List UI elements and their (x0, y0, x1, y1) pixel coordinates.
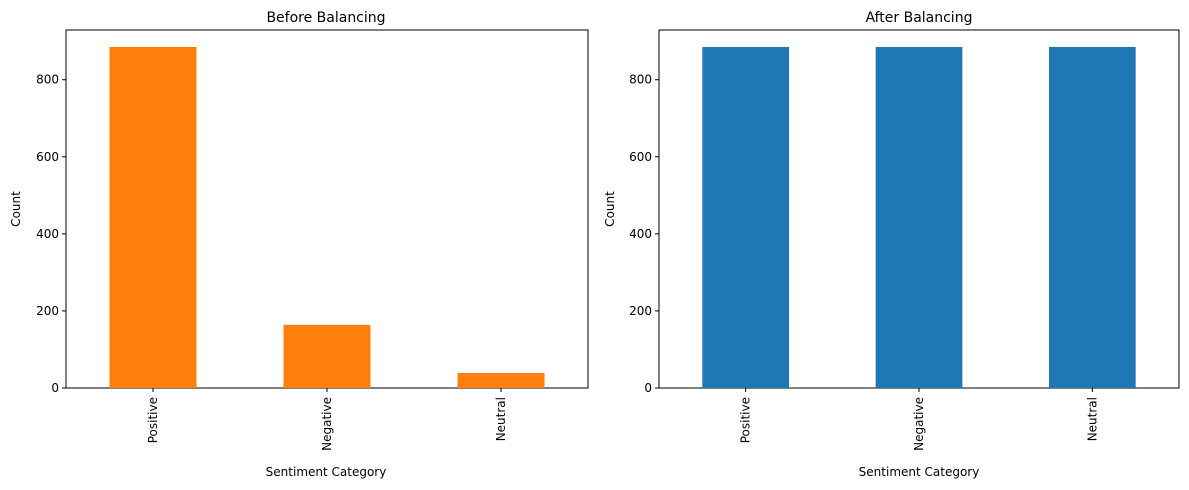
y-tick-label: 600 (629, 150, 652, 164)
x-tick-label: Negative (320, 397, 334, 451)
chart-after-balancing: After Balancing Count Sentiment Category… (603, 10, 1180, 479)
y-tick-label: 800 (629, 73, 652, 87)
y-tick-label: 600 (36, 150, 59, 164)
bar-neutral (457, 372, 545, 388)
x-ticks: Positive Negative Neutral (739, 388, 1099, 451)
bar-negative (283, 324, 371, 388)
y-tick-label: 400 (629, 227, 652, 241)
bar-marks (702, 46, 1136, 388)
chart-title: Before Balancing (266, 10, 385, 26)
y-ticks: 0 200 400 600 800 (36, 73, 66, 395)
y-tick-label: 0 (51, 381, 59, 395)
y-tick-label: 0 (644, 381, 652, 395)
x-tick-label: Neutral (494, 397, 508, 441)
y-tick-label: 800 (36, 73, 59, 87)
x-axis-label: Sentiment Category (266, 465, 387, 479)
bar-negative (875, 46, 963, 388)
x-tick-label: Positive (146, 397, 160, 443)
y-tick-label: 200 (629, 304, 652, 318)
bar-neutral (1049, 46, 1136, 388)
bar-positive (702, 46, 789, 388)
x-tick-label: Positive (739, 397, 753, 443)
chart-before-balancing: Before Balancing Count Sentiment Categor… (9, 10, 589, 479)
x-tick-label: Negative (912, 397, 926, 451)
chart-title: After Balancing (866, 10, 973, 26)
y-axis-label: Count (9, 191, 23, 227)
x-ticks: Positive Negative Neutral (146, 388, 508, 451)
y-tick-label: 400 (36, 227, 59, 241)
bar-marks (109, 46, 545, 388)
y-ticks: 0 200 400 600 800 (629, 73, 659, 395)
y-axis-label: Count (603, 191, 617, 227)
x-axis-label: Sentiment Category (859, 465, 980, 479)
x-tick-label: Neutral (1085, 397, 1099, 441)
bar-positive (109, 46, 197, 388)
y-tick-label: 200 (36, 304, 59, 318)
